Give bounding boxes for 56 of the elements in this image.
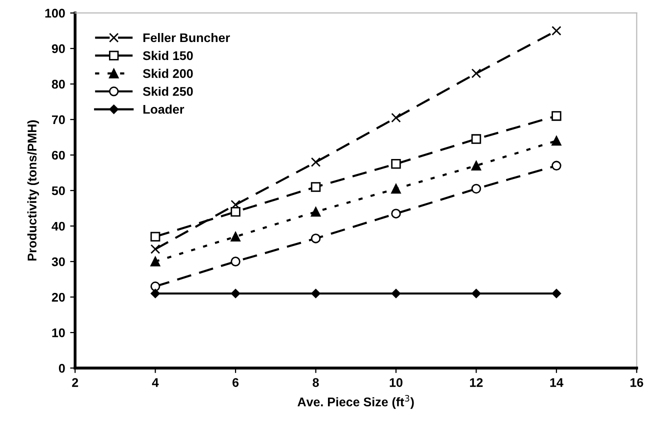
point xyxy=(471,68,482,78)
point xyxy=(230,288,240,298)
legend-label: Feller Buncher xyxy=(143,32,230,42)
y-tick-label: 100 xyxy=(45,8,65,18)
point xyxy=(552,160,562,171)
point xyxy=(230,256,240,266)
point xyxy=(310,234,321,244)
x-tick-label: 4 xyxy=(152,378,159,387)
point xyxy=(472,288,481,298)
point xyxy=(310,182,321,192)
x-tick-label: 14 xyxy=(550,378,564,387)
point xyxy=(150,232,160,242)
point xyxy=(310,157,321,167)
y-tick-label: 40 xyxy=(52,222,65,231)
x-tick-label: 16 xyxy=(630,378,644,387)
point xyxy=(471,160,482,171)
point xyxy=(230,200,240,210)
x-tick-label: 12 xyxy=(470,378,483,387)
point xyxy=(391,208,401,218)
point xyxy=(552,111,562,121)
y-tick-label: 10 xyxy=(52,328,65,338)
point xyxy=(552,288,562,298)
point xyxy=(230,206,240,217)
point xyxy=(150,282,160,292)
point xyxy=(230,232,240,242)
point xyxy=(391,112,401,123)
point xyxy=(552,26,562,36)
point xyxy=(150,256,160,266)
y-axis-title: Productivity (tons/PMH) xyxy=(27,120,39,261)
y-tick-label: 90 xyxy=(52,44,65,54)
point xyxy=(552,136,562,146)
point xyxy=(310,206,321,217)
point xyxy=(150,288,160,298)
y-tick-label: 20 xyxy=(52,292,65,302)
point xyxy=(391,159,401,169)
y-tick-label: 30 xyxy=(52,257,65,266)
point xyxy=(391,184,401,194)
y-tick-label: 50 xyxy=(52,186,65,196)
x-tick-label: 2 xyxy=(72,378,78,387)
point xyxy=(311,288,320,298)
y-tick-label: 0 xyxy=(58,364,65,373)
x-axis-title: Ave. Piece Size (ft$^{3}$) xyxy=(298,394,414,409)
x-tick-label: 8 xyxy=(312,378,319,387)
x-tick-label: 6 xyxy=(232,378,239,387)
y-tick-label: 60 xyxy=(52,150,65,160)
point xyxy=(150,244,160,254)
y-tick-label: 80 xyxy=(52,80,65,89)
y-tick-label: 70 xyxy=(52,115,65,124)
legend-label: Skid 150 xyxy=(142,50,193,60)
point xyxy=(471,184,482,194)
legend-label: Loader xyxy=(143,104,184,114)
point xyxy=(391,288,401,298)
legend-label: Skid 200 xyxy=(142,68,193,78)
legend-label: Skid 250 xyxy=(142,86,193,96)
point xyxy=(471,134,482,144)
x-tick-label: 10 xyxy=(390,378,402,387)
